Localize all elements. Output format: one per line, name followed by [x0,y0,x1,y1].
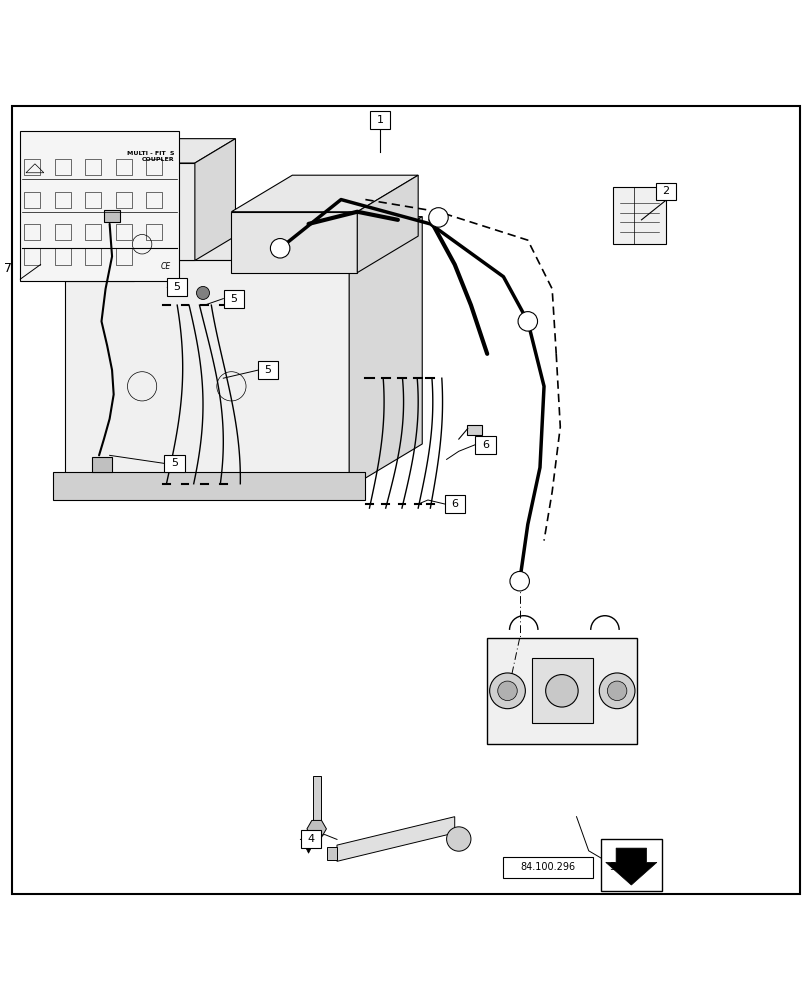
Bar [223,290,243,308]
Text: 2: 2 [662,186,668,196]
Circle shape [489,673,525,709]
Bar [85,192,101,208]
Circle shape [196,286,209,299]
Bar [370,111,390,129]
Text: 5: 5 [171,458,178,468]
Polygon shape [357,175,418,273]
Polygon shape [307,820,326,837]
Circle shape [428,208,448,227]
Bar [146,192,162,208]
Bar [24,159,41,175]
Bar [115,224,131,240]
Polygon shape [195,139,235,260]
Bar [55,248,71,265]
Bar [55,192,71,208]
Polygon shape [349,217,422,488]
Circle shape [509,571,529,591]
Circle shape [497,681,517,701]
Bar [600,839,661,891]
Polygon shape [65,217,422,260]
Bar [55,159,71,175]
Bar [20,131,178,281]
Text: 5: 5 [230,294,237,304]
Polygon shape [304,837,316,853]
Bar [115,248,131,265]
Bar [115,159,131,175]
Text: 3: 3 [609,862,616,872]
Bar [24,224,41,240]
Bar [300,830,320,848]
Polygon shape [65,260,349,488]
Text: MULTI - FIT  S
COUPLER: MULTI - FIT S COUPLER [127,151,174,162]
Text: 6: 6 [482,440,488,450]
Bar [92,457,112,472]
Polygon shape [605,848,656,885]
Circle shape [545,675,577,707]
Bar [53,472,365,500]
Bar [85,248,101,265]
Bar [612,187,665,244]
Bar [146,159,162,175]
Text: 84.100.296: 84.100.296 [520,862,575,872]
Text: 5: 5 [174,282,180,292]
Polygon shape [81,139,235,163]
Bar [24,248,41,265]
Polygon shape [65,212,134,281]
Text: 1: 1 [376,115,383,125]
Text: 6: 6 [451,499,457,509]
Text: 7: 7 [4,262,12,275]
Bar [167,278,187,296]
Polygon shape [65,187,174,212]
Circle shape [607,681,626,701]
Polygon shape [134,187,174,281]
Bar [312,776,320,829]
Bar [258,361,277,379]
Circle shape [270,239,290,258]
Bar [474,436,495,454]
Polygon shape [337,817,454,861]
Bar [503,857,592,878]
Bar [487,638,637,744]
Text: CE: CE [160,262,170,271]
Bar [602,857,623,878]
Polygon shape [231,212,357,273]
Bar [654,183,675,200]
Bar [104,210,120,222]
Bar [85,224,101,240]
Bar [146,224,162,240]
Circle shape [517,312,537,331]
Bar [164,455,184,472]
Bar [466,425,481,435]
Text: 5: 5 [264,365,271,375]
Bar [55,224,71,240]
Bar [531,658,592,723]
Bar [327,847,337,860]
Polygon shape [81,163,195,260]
Circle shape [446,827,470,851]
Text: 4: 4 [307,834,314,844]
Polygon shape [231,175,418,212]
Bar [24,192,41,208]
Bar [115,192,131,208]
Bar [85,159,101,175]
Bar [444,495,464,513]
Circle shape [599,673,634,709]
